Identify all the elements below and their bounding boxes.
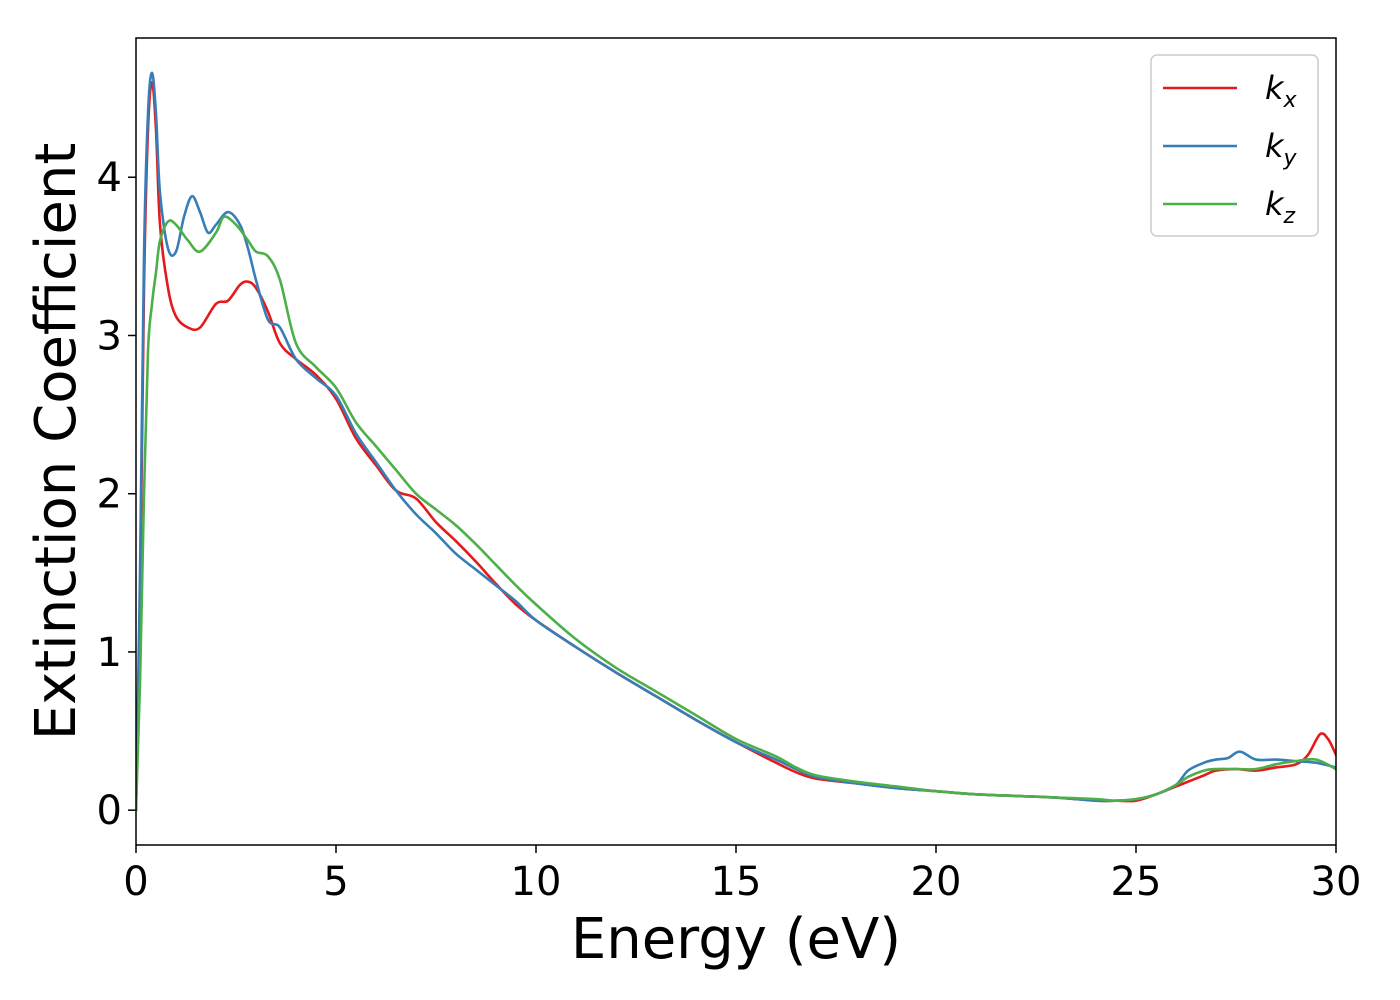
x-tick-label: 25	[1111, 859, 1162, 905]
series-line-kz	[136, 215, 1336, 812]
x-tick-label: 5	[323, 859, 348, 905]
y-tick-label: 3	[97, 313, 122, 359]
legend-label-ky: ky	[1265, 127, 1298, 171]
x-tick-label: 20	[911, 859, 962, 905]
x-tick-label: 0	[123, 859, 148, 905]
x-axis-ticks: 0 5 10 15 20 25 30	[123, 845, 1361, 905]
y-axis-label: Extinction Coefficient	[24, 143, 89, 741]
x-tick-label: 10	[511, 859, 562, 905]
y-axis-ticks: 0 1 2 3 4	[97, 155, 136, 834]
x-tick-label: 15	[711, 859, 762, 905]
plot-area: 0 5 10 15 20 25 30 0 1 2 3 4	[97, 37, 1361, 905]
x-tick-label: 30	[1311, 859, 1362, 905]
legend-label-kz: kz	[1265, 185, 1296, 229]
x-axis-label: Energy (eV)	[571, 907, 901, 972]
y-tick-label: 2	[97, 472, 122, 518]
series-group	[136, 71, 1336, 812]
y-tick-label: 0	[97, 788, 122, 834]
series-line-kx	[136, 81, 1336, 812]
legend-label-kx: kx	[1265, 69, 1298, 113]
y-tick-label: 4	[97, 155, 122, 201]
y-tick-label: 1	[97, 630, 122, 676]
legend: kx ky kz	[1150, 54, 1319, 237]
